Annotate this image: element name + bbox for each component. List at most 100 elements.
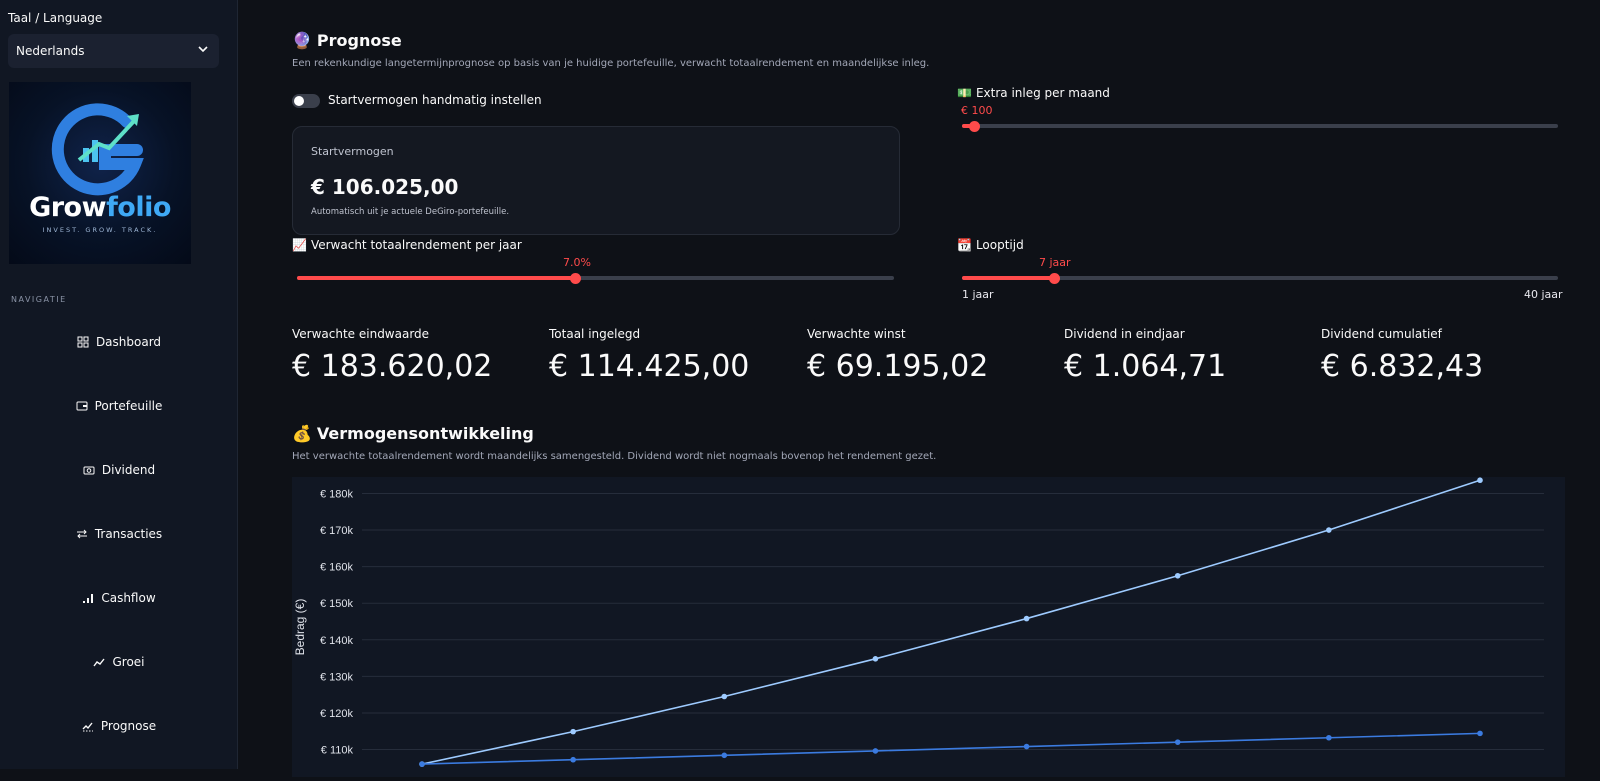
section-title: 💰 Vermogensontwikkeling	[292, 424, 534, 443]
data-point	[1024, 744, 1030, 750]
y-tick-label: € 170k	[320, 525, 354, 537]
duration-slider-fill	[962, 276, 1054, 280]
data-point	[1024, 616, 1030, 622]
data-point	[419, 761, 425, 767]
crystal-ball-icon: 🔮	[292, 31, 312, 50]
start-capital-card: Startvermogen € 106.025,00 Automatisch u…	[292, 126, 900, 235]
monthly-slider-value: € 100	[961, 104, 993, 117]
start-capital-label: Startvermogen	[311, 145, 394, 158]
nav-item-label: Cashflow	[101, 591, 155, 605]
invested-line	[422, 733, 1480, 764]
data-point	[873, 748, 879, 754]
nav-item-dashboard[interactable]: Dashboard	[0, 322, 238, 362]
metric-label: Totaal ingelegd	[549, 327, 749, 341]
nav-item-label: Portefeuille	[95, 399, 163, 413]
start-capital-value: € 106.025,00	[311, 175, 458, 199]
nav-item-label: Dividend	[102, 463, 155, 477]
wallet-icon	[76, 400, 88, 412]
metric-label: Dividend in eindjaar	[1064, 327, 1226, 341]
logo-wordmark: Growfolio	[9, 192, 191, 223]
data-point	[570, 757, 576, 763]
growfolio-logo: Growfolio INVEST. GROW. TRACK.	[9, 82, 191, 264]
manual-start-toggle-label: Startvermogen handmatig instellen	[328, 93, 542, 107]
y-tick-label: € 120k	[320, 708, 354, 720]
duration-slider-handle[interactable]	[1049, 273, 1060, 284]
y-tick-label: € 140k	[320, 635, 354, 647]
start-capital-note: Automatisch uit je actuele DeGiro-portef…	[311, 207, 509, 217]
cash-icon	[83, 464, 95, 476]
swap-icon	[76, 528, 88, 540]
metric-total-invested: Totaal ingelegd € 114.425,00	[549, 327, 749, 384]
nav-item-transacties[interactable]: Transacties	[0, 514, 238, 554]
chart-up-icon: 📈	[292, 238, 307, 252]
y-tick-label: € 110k	[321, 745, 354, 757]
nav-item-cashflow[interactable]: Cashflow	[0, 578, 238, 618]
chevron-down-icon	[197, 43, 209, 55]
nav-item-portefeuille[interactable]: Portefeuille	[0, 386, 238, 426]
nav-section-label: NAVIGATIE	[11, 295, 67, 304]
return-slider-handle[interactable]	[570, 273, 581, 284]
sidebar: Taal / Language Nederlands Growfolio INV…	[0, 0, 238, 769]
metric-value: € 183.620,02	[292, 349, 492, 384]
metric-value: € 69.195,02	[807, 349, 988, 384]
y-tick-label: € 180k	[320, 488, 354, 500]
cashflow-icon	[82, 592, 94, 604]
metric-value: € 6.832,43	[1321, 349, 1483, 384]
y-axis-label: Bedrag (€)	[293, 599, 307, 656]
nav-item-prognose[interactable]: Prognose	[0, 706, 238, 746]
nav-item-label: Transacties	[95, 527, 162, 541]
nav-item-groei[interactable]: Groei	[0, 642, 238, 682]
data-point	[570, 729, 576, 735]
return-slider-title: 📈 Verwacht totaalrendement per jaar	[292, 238, 522, 252]
data-point	[1175, 573, 1181, 579]
monthly-slider-title: 💵 Extra inleg per maand	[957, 86, 1110, 100]
page-subtitle: Een rekenkundige langetermijnprognose op…	[292, 58, 929, 69]
main-content: 🔮 Prognose Een rekenkundige langetermijn…	[239, 0, 1600, 769]
data-point	[1326, 735, 1332, 741]
page-title: 🔮 Prognose	[292, 31, 402, 50]
data-point	[1477, 477, 1483, 483]
wealth-chart: € 110k€ 120k€ 130k€ 140k€ 150k€ 160k€ 17…	[292, 477, 1565, 777]
money-bag-icon: 💰	[292, 424, 312, 443]
language-select[interactable]: Nederlands	[8, 34, 219, 68]
nav-item-label: Prognose	[101, 719, 156, 733]
duration-slider-title: 📆 Looptijd	[957, 238, 1024, 252]
metric-value: € 114.425,00	[549, 349, 749, 384]
y-tick-label: € 160k	[320, 562, 354, 574]
nav-item-label: Dashboard	[96, 335, 161, 349]
data-point	[1175, 739, 1181, 745]
metric-label: Dividend cumulatief	[1321, 327, 1483, 341]
y-tick-label: € 130k	[320, 671, 354, 683]
monthly-slider-handle[interactable]	[969, 121, 980, 132]
duration-min-label: 1 jaar	[962, 288, 994, 301]
data-point	[873, 656, 879, 662]
logo-tagline: INVEST. GROW. TRACK.	[9, 226, 191, 234]
banknote-icon: 💵	[957, 86, 972, 100]
monthly-slider-track[interactable]	[962, 124, 1558, 128]
forecast-icon	[82, 720, 94, 732]
metric-value: € 1.064,71	[1064, 349, 1226, 384]
duration-slider-value: 7 jaar	[1039, 256, 1071, 269]
page-title-text: Prognose	[317, 31, 402, 50]
metric-expected-profit: Verwachte winst € 69.195,02	[807, 327, 988, 384]
manual-start-toggle[interactable]	[292, 94, 320, 108]
data-point	[721, 753, 727, 759]
metric-label: Verwachte eindwaarde	[292, 327, 492, 341]
metric-expected-end-value: Verwachte eindwaarde € 183.620,02	[292, 327, 492, 384]
nav-item-dividend[interactable]: Dividend	[0, 450, 238, 490]
wealth-chart-svg: € 110k€ 120k€ 130k€ 140k€ 150k€ 160k€ 17…	[292, 477, 1565, 777]
return-slider-fill	[297, 276, 575, 280]
logo-mark-icon	[9, 82, 191, 264]
duration-max-label: 40 jaar	[1524, 288, 1563, 301]
metric-dividend-end-year: Dividend in eindjaar € 1.064,71	[1064, 327, 1226, 384]
section-subtitle: Het verwachte totaalrendement wordt maan…	[292, 451, 936, 462]
metric-label: Verwachte winst	[807, 327, 988, 341]
metric-dividend-cumulative: Dividend cumulatief € 6.832,43	[1321, 327, 1483, 384]
dashboard-icon	[77, 336, 89, 348]
section-title-text: Vermogensontwikkeling	[317, 424, 534, 443]
nav-item-label: Groei	[112, 655, 144, 669]
data-point	[1477, 731, 1483, 737]
calendar-icon: 📆	[957, 238, 972, 252]
expected-value-line	[422, 480, 1480, 764]
return-slider-value: 7.0%	[563, 256, 591, 269]
